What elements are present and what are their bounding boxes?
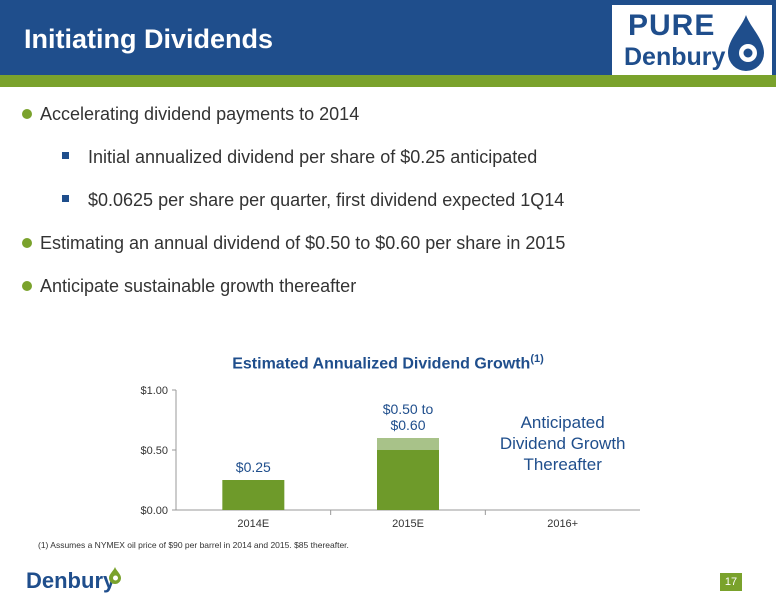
logo-pure-text: PURE: [628, 9, 716, 42]
logo-denbury-text: Denbury: [624, 43, 726, 71]
header-bar: Initiating Dividends PURE Denbury: [0, 0, 776, 75]
bullet-square-icon: [62, 195, 69, 202]
slide-title: Initiating Dividends: [24, 24, 274, 54]
y-tick-label: $0.00: [140, 505, 168, 517]
footnote: (1) Assumes a NYMEX oil price of $90 per…: [38, 540, 349, 550]
bullet-item: Anticipate sustainable growth thereafter: [22, 272, 762, 315]
sub-bullet-item: $0.0625 per share per quarter, first div…: [22, 186, 762, 229]
bullet-item: Accelerating dividend payments to 2014: [22, 100, 762, 143]
bullet-text: Anticipate sustainable growth thereafter: [40, 276, 357, 296]
x-tick-label: 2014E: [237, 518, 269, 530]
y-tick-label: $0.50: [140, 445, 168, 457]
data-label: $0.25: [236, 459, 271, 475]
chart-title: Estimated Annualized Dividend Growth(1): [0, 353, 776, 373]
bullet-dot-icon: [22, 109, 32, 119]
x-tick-label: 2015E: [392, 518, 424, 530]
footer-oil-drop-icon: [109, 567, 121, 584]
bullet-list: Accelerating dividend payments to 2014 I…: [22, 100, 762, 315]
chart-title-superscript: (1): [530, 353, 544, 365]
oil-drop-icon: [728, 15, 764, 71]
bullet-square-icon: [62, 152, 69, 159]
bullet-item: Estimating an annual dividend of $0.50 t…: [22, 229, 762, 272]
pure-denbury-logo: PURE Denbury: [612, 5, 772, 75]
bullet-dot-icon: [22, 281, 32, 291]
data-label: $0.50 to $0.60: [383, 401, 434, 433]
chart-annotation: Anticipated Dividend Growth Thereafter: [500, 413, 626, 474]
bullet-text: Accelerating dividend payments to 2014: [40, 104, 360, 124]
bar-2015e-segment-1: [377, 438, 439, 450]
dividend-chart: $0.00 $0.50 $1.00 2014E 2015E 2016+ $0.25 $0.50…: [140, 385, 640, 530]
sub-bullet-text: Initial annualized dividend per share of…: [88, 147, 538, 167]
chart-title-text: Estimated Annualized Dividend Growth: [232, 355, 531, 373]
bullet-text: Estimating an annual dividend of $0.50 t…: [40, 233, 566, 253]
sub-bullet-text: $0.0625 per share per quarter, first div…: [88, 190, 565, 210]
footer-denbury-logo: Denbury: [26, 568, 116, 593]
bullet-dot-icon: [22, 238, 32, 248]
bar-2015e-segment-0: [377, 450, 439, 510]
sub-bullet-item: Initial annualized dividend per share of…: [22, 143, 762, 186]
x-tick-label: 2016+: [547, 518, 578, 530]
bar-2014e-segment-0: [222, 480, 285, 510]
y-tick-label: $1.00: [140, 385, 168, 397]
page-number: 17: [720, 573, 742, 591]
header-accent-stripe: [0, 75, 776, 87]
